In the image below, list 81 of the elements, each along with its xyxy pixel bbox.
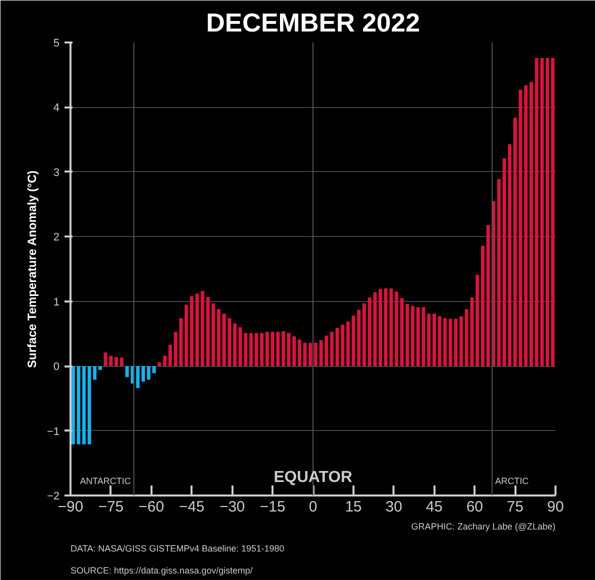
ref-line-label: EQUATOR xyxy=(274,468,353,486)
bar xyxy=(265,332,269,366)
bar xyxy=(287,333,290,366)
x-tick-label: 45 xyxy=(426,498,443,516)
bar xyxy=(93,366,96,380)
bar xyxy=(438,316,442,366)
text: DATA: NASA/GISS GISTEMPv4 Baseline: 1951-1980 xyxy=(70,544,284,554)
bar xyxy=(152,366,156,374)
y-tick-label: −2 xyxy=(46,490,60,502)
bar xyxy=(410,306,414,366)
source-note: SOURCE: https://data.giss.nasa.gov/gistemp/ xyxy=(70,566,254,576)
ref-line-label: ANTARCTIC xyxy=(80,476,132,486)
bar xyxy=(362,303,366,366)
x-tick-label: 90 xyxy=(547,498,564,516)
bar xyxy=(114,357,118,366)
bar xyxy=(336,328,339,366)
bar xyxy=(184,304,188,366)
x-tick-label: −90 xyxy=(58,498,84,516)
bar xyxy=(486,224,490,366)
x-tick-label: −30 xyxy=(219,498,245,516)
y-tick-label: 3 xyxy=(53,166,60,179)
y-tick-label: 5 xyxy=(53,38,60,50)
x-tick-label: −75 xyxy=(98,498,124,516)
bar xyxy=(233,323,237,366)
bar xyxy=(534,58,538,366)
bar xyxy=(384,288,388,366)
y-tick-label: 1 xyxy=(53,296,60,308)
bar xyxy=(71,366,75,444)
bar xyxy=(212,303,216,366)
bar xyxy=(168,344,172,366)
x-tick-label: 15 xyxy=(345,498,362,516)
bar xyxy=(88,366,92,444)
bar xyxy=(427,314,431,366)
bar xyxy=(551,58,555,366)
bar xyxy=(146,366,150,380)
x-tick-label: −45 xyxy=(179,498,204,516)
bar xyxy=(481,246,484,366)
x-tick-label: 30 xyxy=(385,498,402,516)
bar xyxy=(238,327,242,366)
bar xyxy=(330,332,334,366)
bar xyxy=(454,318,458,366)
bar xyxy=(508,144,512,366)
bar xyxy=(432,314,436,366)
bar xyxy=(158,362,162,366)
bar xyxy=(195,294,199,366)
bar xyxy=(260,333,264,366)
bar xyxy=(163,356,167,366)
bar xyxy=(340,324,344,366)
y-tick-label: 4 xyxy=(53,102,60,114)
bar xyxy=(406,304,410,366)
text: GRAPHIC: Zachary Labe (@ZLabe) xyxy=(411,522,556,532)
bar xyxy=(244,333,248,366)
bar xyxy=(502,158,506,366)
bar xyxy=(282,331,286,366)
y-tick-label: −1 xyxy=(46,426,60,438)
bar xyxy=(314,342,318,366)
bar xyxy=(98,366,102,370)
bar xyxy=(476,274,480,366)
bar xyxy=(292,336,296,366)
bar xyxy=(357,310,361,366)
x-tick-label: 60 xyxy=(466,498,484,516)
bar xyxy=(389,288,393,366)
bar xyxy=(216,309,220,366)
bar xyxy=(308,342,312,366)
bar xyxy=(142,366,145,382)
bar xyxy=(136,366,140,388)
x-tick-label: 75 xyxy=(506,498,524,516)
bar xyxy=(524,85,528,366)
bar xyxy=(378,289,382,366)
x-tick-label: 0 xyxy=(308,498,318,516)
y-tick-label: 0 xyxy=(53,361,60,374)
bar xyxy=(459,316,463,366)
bar xyxy=(190,296,194,366)
bar xyxy=(530,82,533,366)
y-axis-title: Surface Temperature Anomaly (°C) xyxy=(24,170,39,368)
chart-title: DECEMBER 2022 xyxy=(206,8,420,38)
x-tick-label: −15 xyxy=(260,498,286,516)
x-tick-label: −60 xyxy=(138,498,164,516)
bar xyxy=(120,358,124,366)
ref-line-label: ARCTIC xyxy=(495,476,530,486)
y-tick-label: 2 xyxy=(53,232,60,244)
